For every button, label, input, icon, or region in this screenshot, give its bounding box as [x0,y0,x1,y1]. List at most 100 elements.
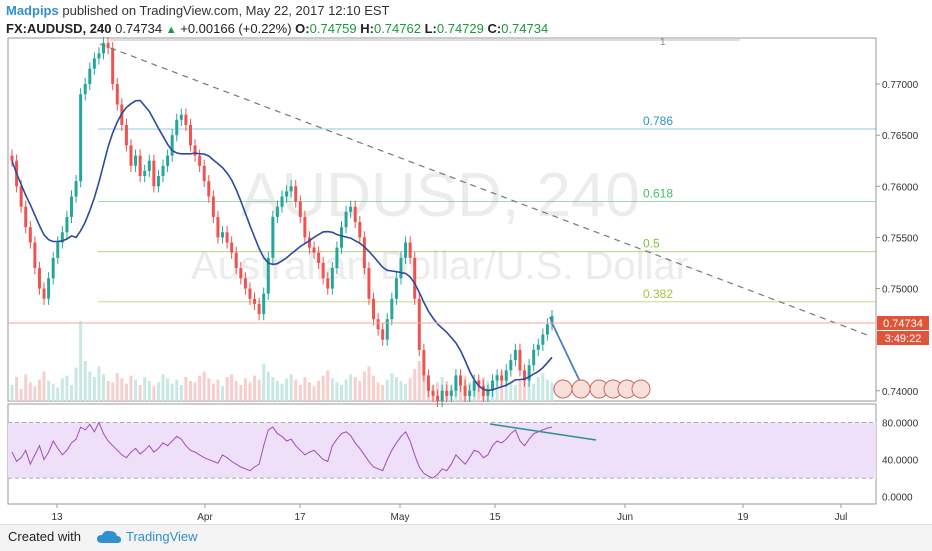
low-value: 0.74729 [436,21,484,36]
candle-body [385,319,389,340]
candle-body [184,114,188,125]
fib-level-label: 0.5 [643,237,660,251]
candle-body [88,68,92,85]
candle-body [266,257,270,294]
candle-body [24,206,28,228]
volume-bar [170,383,174,401]
candle-body [92,58,96,69]
time-axis[interactable]: 13 Apr 17 May 15 Jun 19 Jul [51,504,847,523]
candle-body [202,165,206,182]
volume-bar [97,366,101,401]
volume-bar [399,381,403,401]
volume-bar [408,378,412,401]
volume-bar [536,377,540,401]
candle-body [431,390,435,396]
countdown-label: 3:49:22 [885,333,922,345]
volume-bar [271,377,275,401]
author-link[interactable]: Madpips [6,3,59,18]
candle-body [404,242,408,258]
volume-bar [230,374,234,401]
volume-bar [120,378,124,401]
candle-body [449,390,453,396]
candle-body [307,237,311,248]
high-value: 0.74762 [373,21,421,36]
volume-bar [417,361,421,401]
trendline[interactable] [99,43,871,337]
volume-bar [198,375,202,401]
price-chart[interactable]: AUDUSD, 240 Australian Dollar/U.S. Dolla… [0,36,932,524]
close-value: 0.74734 [501,21,549,36]
time-tick-label: Jul [835,512,848,523]
volume-bar [216,379,220,401]
volume-bar [47,381,51,401]
event-flag-icon[interactable] [571,379,591,399]
price-tick-label: 0.77000 [882,80,919,91]
low-label: L: [424,21,437,36]
volume-bar [303,377,307,401]
rsi-line [11,421,553,479]
volume-bar [349,374,353,401]
volume-bar [298,385,302,401]
volume-bar [518,379,522,401]
candle-body [188,124,192,146]
candle-body [275,206,279,217]
candle-body [536,344,540,350]
publish-line: Madpips published on TradingView.com, Ma… [6,2,926,20]
volume-bar [33,386,37,401]
volume-bar [60,378,64,401]
volume-bar [541,373,545,401]
volume-bar [385,379,389,401]
watermark-description: Australian Dollar/U.S. Dollar [191,244,689,288]
candle-body [179,114,183,120]
volume-bar [65,375,69,401]
candle-body [152,160,156,187]
event-flag-icon[interactable] [553,379,573,399]
candle-body [312,247,316,253]
volume-bar [74,367,78,401]
price-axis[interactable]: 0.770000.765000.760000.755000.750000.745… [876,80,919,398]
candle-body [541,334,545,345]
volume-bar [289,374,293,401]
candle-body [372,298,376,320]
rsi-divergence-line[interactable] [489,423,597,441]
volume-bar [321,375,325,401]
volume-bar [262,363,266,401]
candle-body [463,385,467,396]
candle-body [216,216,220,238]
candle-body [253,298,257,304]
symbol-line: FX:AUDUSD, 240 0.74734 ▲ +0.00166 (+0.22… [6,20,926,39]
volume-bar [156,382,160,401]
symbol-name[interactable]: FX:AUDUSD, 240 [6,21,112,36]
candle-body [280,196,284,207]
fibonacci-levels[interactable]: 0.786 0.618 0.5 0.382 [98,114,876,303]
volume-bar [404,383,408,401]
candle-body [335,247,339,269]
event-flags[interactable] [553,379,651,399]
candle-body [147,160,151,171]
candle-body [339,227,343,248]
tradingview-brand-link[interactable]: TradingView [126,529,198,544]
fib-level-label: 0.382 [643,287,673,301]
volume-bar [24,374,28,401]
price-tick-label: 0.75500 [882,233,919,244]
candle-body [445,390,449,396]
symbol-watermark: AUDUSD, 240 Australian Dollar/U.S. Dolla… [191,161,689,288]
candle-body [408,242,412,258]
volume-bar [83,361,87,401]
event-flag-icon[interactable] [631,379,651,399]
volume-bar [10,385,14,401]
candle-body [221,232,225,238]
candle-body [198,155,202,166]
candle-body [321,262,325,279]
volume-bar [56,387,60,401]
candle-body [513,349,517,361]
volume-bar [280,383,284,401]
candle-body [42,288,46,299]
volume-bar [358,381,362,401]
candle-body [134,155,138,166]
candle-body [285,191,289,197]
candle-body [362,237,366,269]
volume-bar [102,374,106,401]
candle-body [426,375,430,391]
candle-body [495,375,499,381]
